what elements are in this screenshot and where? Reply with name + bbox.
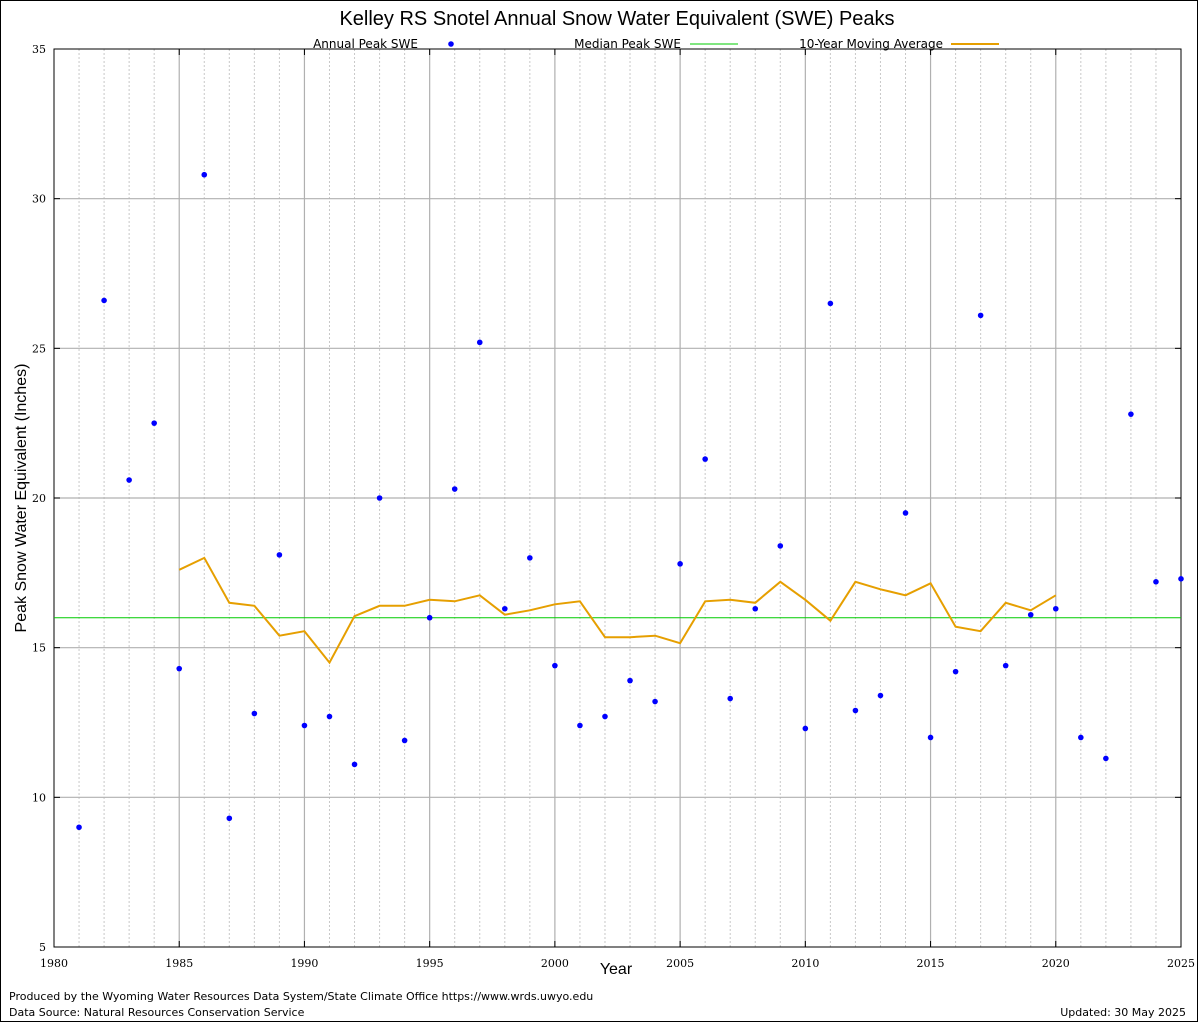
annual-peak-point bbox=[902, 510, 909, 516]
annual-peak-point bbox=[351, 761, 358, 768]
annual-peak-point bbox=[927, 734, 934, 741]
grid bbox=[54, 49, 1181, 947]
legend-marker-annual-peak bbox=[448, 41, 454, 47]
annual-peak-point bbox=[502, 605, 508, 612]
x-tick-label: 2020 bbox=[1042, 957, 1070, 970]
annual-peak-point bbox=[451, 486, 458, 492]
annual-peak-point bbox=[376, 495, 383, 501]
annual-peak-point bbox=[201, 171, 208, 178]
legend-label-annual-peak: Annual Peak SWE bbox=[313, 37, 418, 51]
annual-peak-point bbox=[577, 722, 583, 729]
chart-title: Kelley RS Snotel Annual Snow Water Equiv… bbox=[339, 8, 895, 30]
annual-peak-point bbox=[1052, 605, 1059, 612]
annual-peak-point bbox=[627, 677, 633, 684]
legend-label-median: Median Peak SWE bbox=[574, 37, 681, 51]
annual-peak-point bbox=[326, 713, 333, 720]
annual-peak-point bbox=[226, 815, 233, 822]
annual-peak-point bbox=[1128, 411, 1134, 417]
annual-peak-point bbox=[251, 710, 258, 717]
annual-peak-point bbox=[76, 824, 82, 831]
annual-peak-point bbox=[1103, 755, 1109, 762]
annual-peak-point bbox=[727, 695, 733, 702]
annual-peak-point bbox=[101, 297, 107, 304]
annual-peak-point bbox=[126, 477, 132, 483]
annual-peak-point bbox=[877, 692, 884, 699]
annual-peak-point bbox=[1002, 662, 1009, 669]
annual-peak-point bbox=[852, 707, 859, 714]
annual-peak-point bbox=[301, 722, 308, 729]
annual-peak-point bbox=[426, 614, 433, 621]
y-tick-label: 30 bbox=[32, 193, 46, 206]
annual-peak-point bbox=[1027, 611, 1034, 618]
x-tick-label: 1990 bbox=[290, 957, 318, 970]
annual-peak-point bbox=[527, 555, 533, 561]
footer-credit: Produced by the Wyoming Water Resources … bbox=[9, 990, 594, 1003]
x-tick-label: 2025 bbox=[1167, 957, 1195, 970]
y-axis-label: Peak Snow Water Equivalent (Inches) bbox=[13, 363, 30, 633]
x-tick-label: 2015 bbox=[917, 957, 945, 970]
x-tick-label: 2000 bbox=[541, 957, 569, 970]
y-tick-label: 5 bbox=[39, 941, 46, 954]
annual-peak-point bbox=[1178, 576, 1184, 582]
annual-peak-point bbox=[977, 312, 984, 319]
annual-peak-point bbox=[476, 339, 483, 346]
x-tick-label: 1980 bbox=[40, 957, 68, 970]
x-tick-label: 2005 bbox=[666, 957, 694, 970]
y-tick-label: 10 bbox=[32, 791, 46, 804]
x-tick-label: 1995 bbox=[416, 957, 444, 970]
legend-label-moving-average: 10-Year Moving Average bbox=[799, 37, 943, 51]
axis-ticks: 1980 1985 1990 1995 2000 2005 2010 2015 2020 2025… bbox=[32, 43, 1195, 970]
annual-peak-point bbox=[752, 605, 759, 612]
y-tick-label: 20 bbox=[32, 492, 46, 505]
annual-peak-point bbox=[602, 713, 608, 720]
annual-peak-point bbox=[652, 698, 658, 705]
x-tick-label: 2010 bbox=[791, 957, 819, 970]
x-tick-label: 1985 bbox=[165, 957, 193, 970]
annual-peak-point bbox=[401, 737, 408, 744]
annual-peak-point bbox=[677, 561, 683, 567]
annual-peak-point bbox=[176, 665, 183, 672]
annual-peak-point bbox=[802, 725, 809, 732]
moving-average-line bbox=[178, 556, 1057, 665]
y-tick-label: 15 bbox=[32, 642, 46, 655]
annual-peak-point bbox=[1078, 734, 1084, 741]
annual-peak-point bbox=[151, 420, 157, 426]
annual-peak-point bbox=[1153, 579, 1159, 585]
annual-peak-point bbox=[777, 543, 784, 549]
y-tick-label: 35 bbox=[32, 43, 46, 56]
legend: Annual Peak SWE Median Peak SWE 10-Year Mo… bbox=[313, 37, 999, 51]
y-tick-label: 25 bbox=[32, 342, 46, 355]
x-axis-label: Year bbox=[599, 961, 633, 978]
annual-peak-point bbox=[276, 552, 283, 558]
annual-peak-point bbox=[827, 300, 834, 307]
footer-updated: Updated: 30 May 2025 bbox=[1060, 1006, 1186, 1019]
annual-peak-point bbox=[552, 662, 558, 669]
data-series bbox=[54, 171, 1184, 831]
annual-peak-point bbox=[702, 456, 708, 462]
footer-source: Data Source: Natural Resources Conservat… bbox=[9, 1006, 305, 1019]
annual-peak-point bbox=[952, 668, 959, 675]
